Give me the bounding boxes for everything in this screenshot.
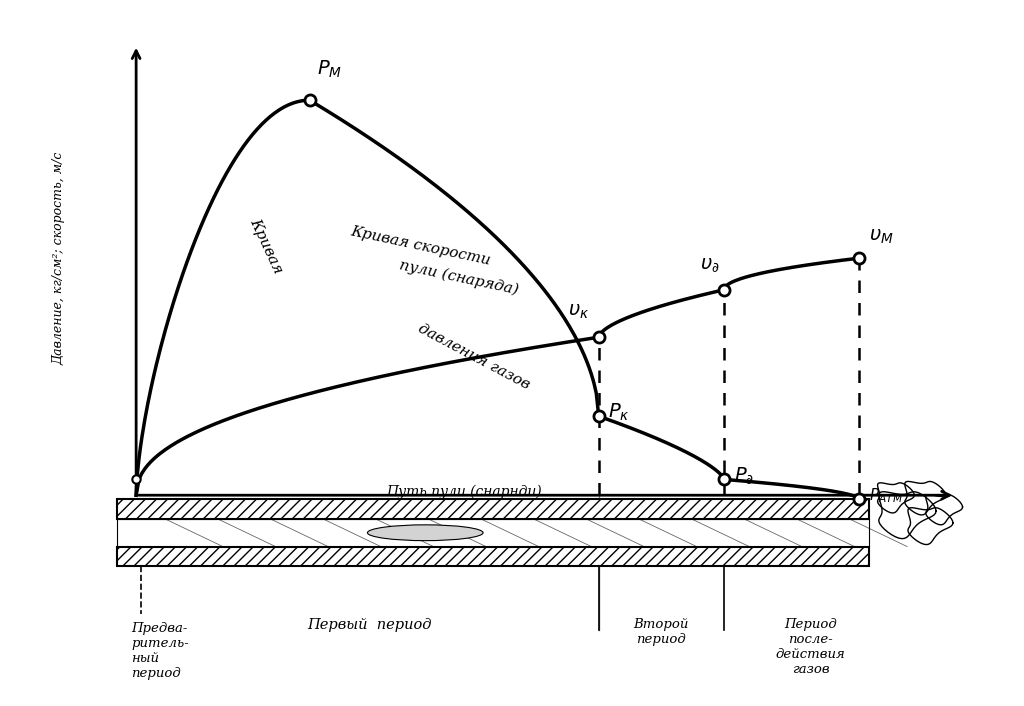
- Text: $P_M$: $P_M$: [317, 59, 342, 80]
- Text: $\upsilon_M$: $\upsilon_M$: [868, 228, 893, 246]
- Text: Первый  период: Первый период: [307, 618, 432, 632]
- Text: $P_{ATM}$: $P_{ATM}$: [868, 486, 902, 505]
- Text: Давление, кг/см²; скорость, м/с: Давление, кг/см²; скорость, м/с: [52, 152, 66, 365]
- Polygon shape: [117, 499, 868, 519]
- Text: Кривая: Кривая: [248, 217, 285, 276]
- Polygon shape: [117, 546, 868, 566]
- Text: давления газов: давления газов: [415, 321, 531, 393]
- Text: Предва-
ритель-
ный
период: Предва- ритель- ный период: [131, 621, 189, 680]
- Text: Путь пули (снарнди): Путь пули (снарнди): [387, 485, 543, 499]
- Ellipse shape: [368, 525, 483, 541]
- Text: $\upsilon_\partial$: $\upsilon_\partial$: [699, 256, 719, 274]
- Text: пули (снаряда): пули (снаряда): [398, 258, 520, 298]
- Text: Второй
период: Второй период: [634, 618, 689, 646]
- Text: $P_\partial$: $P_\partial$: [733, 465, 754, 486]
- Text: $P_\kappa$: $P_\kappa$: [608, 402, 630, 423]
- Text: Период
после-
действия
газов: Период после- действия газов: [776, 618, 846, 676]
- Polygon shape: [117, 519, 868, 546]
- Text: $\upsilon_\kappa$: $\upsilon_\kappa$: [568, 303, 589, 321]
- Text: Кривая скорости: Кривая скорости: [349, 225, 492, 268]
